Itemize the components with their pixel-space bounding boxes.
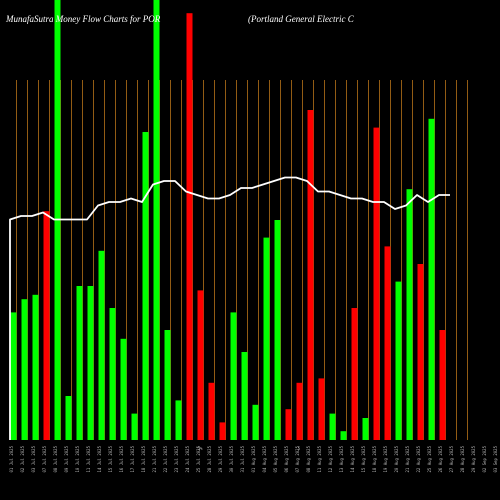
bar [406,189,413,440]
bar [131,413,138,440]
bar [384,246,391,440]
x-tick-label: 12 Aug 2025 [328,445,333,472]
chart-title-right: (Portland General Electric C [248,14,355,24]
bar [439,330,446,440]
x-tick-label: 02 Jul 2025 [20,445,25,472]
bar [98,250,105,440]
bar [296,382,303,440]
x-tick-label: 10 Jul 2025 [75,445,80,472]
bar [32,294,39,440]
x-tick-label: 15 Jul 2025 [108,445,113,472]
x-tick-label: 16 Jul 2025 [119,445,124,472]
x-tick-label: 02 Sep 2025 [482,445,487,472]
bar [395,281,402,440]
x-tick-label: 11 Jul 2025 [86,445,91,472]
bar [428,118,435,441]
bar [329,413,336,440]
bar [230,312,237,440]
x-tick-label: 07 Aug 2025 [295,445,300,472]
bar [373,127,380,440]
x-tick-label: 09 Jul 2025 [64,445,69,472]
bar [21,299,28,440]
bar [362,418,369,440]
x-tick-extra: 5% [198,446,203,451]
x-tick-label: 28 Aug 2025 [460,445,465,472]
x-tick-label: 21 Aug 2025 [405,445,410,472]
x-tick-label: 04 Aug 2025 [262,445,267,472]
x-tick-label: 29 Jul 2025 [218,445,223,472]
bar [153,0,160,440]
x-tick-label: 05 Aug 2025 [273,445,278,472]
bar [109,308,116,440]
x-tick-label: 25 Jul 2025 [196,445,201,472]
x-tick-label: 03 Jul 2025 [31,445,36,472]
x-tick-label: 28 Jul 2025 [207,445,212,472]
x-tick-label: 22 Jul 2025 [163,445,168,472]
x-tick-label: 30 Jul 2025 [229,445,234,472]
bar [76,286,83,440]
bar [10,312,17,440]
bar [43,211,50,440]
x-tick-label: 24 Jul 2025 [185,445,190,472]
bar [274,220,281,440]
bar [263,237,270,440]
x-tick-label: 31 Jul 2025 [240,445,245,472]
bar [340,431,347,440]
bar [142,132,149,440]
x-tick-label: 14 Aug 2025 [350,445,355,472]
bar [208,382,215,440]
bar [241,352,248,440]
x-tick-label: 26 Aug 2025 [438,445,443,472]
x-tick-label: 18 Jul 2025 [141,445,146,472]
x-tick-label: 14 Jul 2025 [97,445,102,472]
bar [186,13,193,440]
bar [65,396,72,440]
chart-title-left: MunafaSutra Money Flow Charts for POR [5,14,161,24]
bar [285,409,292,440]
x-tick-label: 01 Jul 2025 [9,445,14,472]
x-tick-label: 08 Jul 2025 [53,445,58,472]
x-tick-label: 29 Aug 2025 [471,445,476,472]
x-tick-label: 19 Aug 2025 [383,445,388,472]
x-tick-label: 01 Aug 2025 [251,445,256,472]
bar [252,404,259,440]
money-flow-line [9,176,450,440]
bar [318,378,325,440]
bar [87,286,94,440]
x-tick-labels: 01 Jul 2025 02 Jul 2025 03 Jul 2025 07 J… [9,445,498,472]
x-tick-label: 03 Sep 2025 [493,445,498,472]
x-tick-label: 11 Aug 2025 [317,445,322,472]
x-tick-label: 08 Aug 2025 [306,445,311,472]
x-tick-label: 23 Jul 2025 [174,445,179,472]
bar [417,264,424,440]
x-tick-label: 27 Aug 2025 [449,445,454,472]
bar [307,110,314,440]
x-tick-label: 07 Jul 2025 [42,445,47,472]
bar [197,290,204,440]
bar [219,422,226,440]
bar [175,400,182,440]
bar [120,338,127,440]
x-tick-extra: 5 [298,446,301,451]
x-tick-label: 20 Aug 2025 [394,445,399,472]
line-series [9,176,450,440]
x-tick-label: 18 Aug 2025 [372,445,377,472]
x-tick-label: 25 Aug 2025 [427,445,432,472]
bar [351,308,358,440]
x-tick-label: 17 Jul 2025 [130,445,135,472]
x-tick-label: 21 Jul 2025 [152,445,157,472]
x-tick-label: 15 Aug 2025 [361,445,366,472]
x-tick-label: 06 Aug 2025 [284,445,289,472]
x-tick-label: 22 Aug 2025 [416,445,421,472]
bar [164,330,171,440]
x-tick-label: 13 Aug 2025 [339,445,344,472]
